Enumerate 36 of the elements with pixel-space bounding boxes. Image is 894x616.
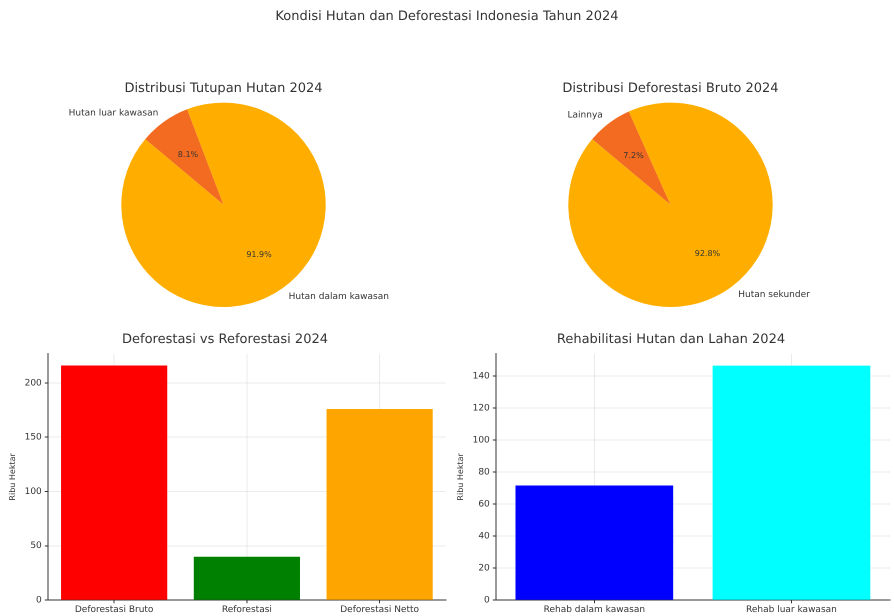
x-tick-label: Rehab dalam kawasan — [544, 604, 646, 615]
y-tick-label: 80 — [478, 467, 490, 478]
y-tick-label: 0 — [484, 596, 490, 606]
y-tick-label: 60 — [478, 499, 490, 510]
bar — [194, 556, 300, 600]
y-tick-label: 120 — [472, 403, 490, 414]
y-tick-label: 100 — [472, 435, 490, 446]
y-axis-title: Ribu Hektar — [456, 452, 465, 501]
text: Kondisi Hutan dan Deforestasi Indonesia Tahun 2024 — [274, 9, 620, 24]
bar — [326, 409, 433, 600]
chart-title: Deforestasi vs Reforestasi 2024 — [122, 332, 328, 348]
y-axis-title: Ribu Hektar — [8, 452, 17, 501]
chart-title: Rehabilitasi Hutan dan Lahan 2024 — [556, 332, 786, 348]
x-tick-label: Reforestasi — [222, 604, 272, 615]
y-tick-label: 50 — [30, 541, 42, 552]
y-tick-label: 140 — [472, 371, 490, 382]
y-tick-label: 20 — [478, 564, 490, 574]
y-tick-label: 0 — [36, 596, 42, 606]
data-label: 7.2% — [623, 150, 644, 160]
x-tick-label: Deforestasi Bruto — [74, 604, 154, 615]
chart-title: Distribusi Tutupan Hutan 2024 — [124, 81, 323, 96]
x-tick-label: Rehab luar kawasan — [746, 604, 837, 615]
y-tick-label: 100 — [24, 486, 42, 497]
data-label: 8.1% — [178, 150, 199, 159]
x-tick-label: Deforestasi Netto — [340, 604, 420, 615]
slice-label: Lainnya — [568, 110, 603, 120]
data-label: 91.9% — [246, 250, 272, 259]
chart-title: Distribusi Deforestasi Bruto 2024 — [562, 81, 779, 96]
bar — [61, 366, 168, 600]
y-tick-label: 150 — [24, 432, 42, 443]
slice-label: Hutan dalam kawasan — [288, 292, 389, 302]
data-label: 92.8% — [694, 248, 721, 258]
y-tick-label: 200 — [24, 378, 42, 388]
slice-label: Hutan luar kawasan — [68, 108, 158, 119]
y-tick-label: 40 — [478, 531, 490, 542]
slice-label: Hutan sekunder — [738, 290, 810, 300]
